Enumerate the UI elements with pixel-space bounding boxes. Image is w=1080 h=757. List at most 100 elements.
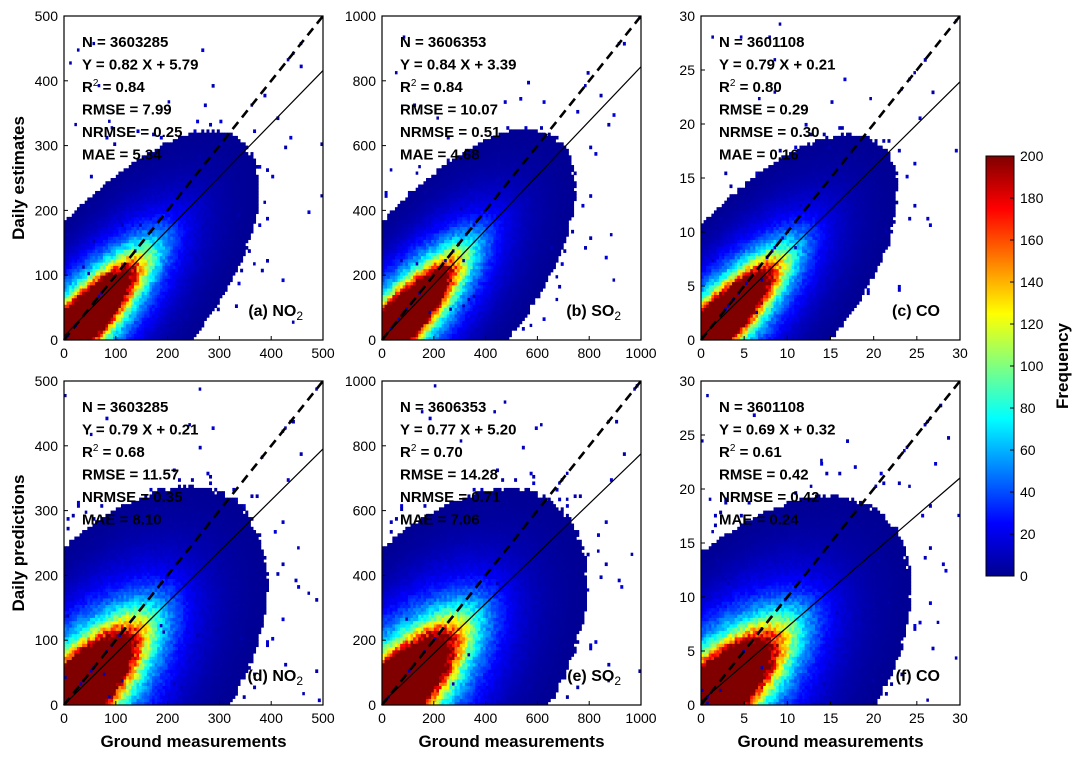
density-cell [82,272,85,276]
density-cell [113,204,116,208]
density-cell [105,330,108,334]
density-cell [74,295,77,299]
density-cell [137,194,140,198]
density-cell [124,285,127,289]
density-cell [87,217,90,221]
density-cell [74,256,77,260]
density-cell [131,178,134,182]
density-cell [87,324,90,328]
density-cell [77,269,80,273]
density-cell [137,178,140,182]
density-cell [129,210,132,214]
density-cell [126,168,129,172]
density-cell [95,191,98,195]
density-cell [98,214,101,218]
density-cell [142,314,145,318]
density-cell [116,197,119,201]
density-cell [72,278,75,282]
density-cell [129,227,132,231]
density-cell [108,184,111,188]
density-cell [74,301,77,305]
density-cell [131,201,134,205]
density-cell [116,220,119,224]
density-cell [134,278,137,282]
density-cell [103,236,106,240]
density-cell [111,184,114,188]
density-cell [90,240,93,244]
density-cell [77,298,80,302]
density-cell [103,220,106,224]
density-cell [95,217,98,221]
density-cell [129,236,132,240]
density-cell [113,220,116,224]
density-cell [90,259,93,263]
density-cell [103,246,106,250]
density-cell [80,298,83,302]
density-cell [137,214,140,218]
density-cell [72,301,75,305]
density-cell [74,278,77,282]
density-cell [129,304,132,308]
density-cell [69,295,72,299]
density-cell [126,178,129,182]
density-cell [113,291,116,295]
density-cell [67,282,70,286]
density-cell [121,288,124,292]
density-cell [77,227,80,231]
density-cell [92,275,95,279]
density-cell [129,240,132,244]
density-cell [129,249,132,253]
density-cell [90,227,93,231]
density-cell [105,298,108,302]
density-cell [72,321,75,325]
density-cell [137,172,140,176]
density-cell [118,304,121,308]
density-cell [90,197,93,201]
density-cell [100,327,103,331]
density-cell [108,197,111,201]
density-cell [113,240,116,244]
density-cell [105,278,108,282]
density-cell [85,304,88,308]
density-cell [92,220,95,224]
density-cell [111,317,114,321]
density-cell [95,259,98,263]
density-cell [124,220,127,224]
density-cell [129,334,132,338]
density-cell [95,253,98,257]
density-cell [113,308,116,312]
density-cell [126,220,129,224]
density-cell [134,285,137,289]
density-cell [77,314,80,318]
density-cell [113,233,116,237]
density-cell [111,262,114,266]
density-cell [82,275,85,279]
density-cell [131,175,134,179]
density-cell [131,217,134,221]
density-cell [67,223,70,227]
density-cell [134,330,137,334]
density-cell [137,201,140,205]
density-cell [137,295,140,299]
density-cell [95,334,98,338]
density-cell [129,246,132,250]
density-cell [103,197,106,201]
density-cell [139,236,142,240]
density-cell [69,278,72,282]
density-cell [121,301,124,305]
density-cell [124,172,127,176]
density-cell [113,184,116,188]
density-cell [108,217,111,221]
density-cell [103,272,106,276]
density-cell [111,256,114,260]
density-cell [103,330,106,334]
density-cell [116,249,119,253]
density-cell [77,253,80,257]
density-cell [80,246,83,250]
density-cell [131,291,134,295]
density-cell [139,272,142,276]
density-cell [67,321,70,325]
density-cell [111,259,114,263]
density-cell [121,240,124,244]
density-cell [113,191,116,195]
